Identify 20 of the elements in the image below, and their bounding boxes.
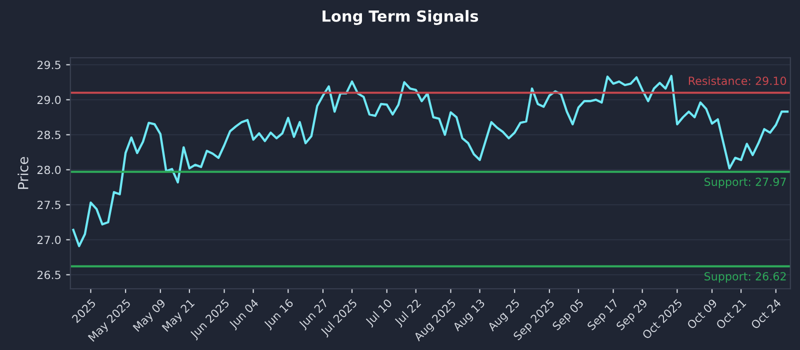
y-axis-title: Price: [18, 157, 28, 189]
y-tick-label: 26.5: [37, 270, 60, 280]
x-tick-label: Jul 22: [394, 298, 423, 328]
y-tick-label: 29.0: [37, 96, 61, 104]
x-tick-label: Jun 16: [263, 298, 296, 330]
ref-line-label: Support: 26.62: [704, 272, 786, 283]
y-tick-label: 28.0: [37, 166, 61, 174]
y-tick-label: 28.5: [37, 130, 60, 140]
y-tick-label: 27.5: [37, 200, 60, 210]
x-tick-label: Oct 09: [686, 298, 718, 330]
x-tick-label: Jun 04: [228, 298, 260, 330]
line-series: [72, 74, 789, 248]
y-tick-label: 27.0: [37, 236, 61, 244]
x-tick-label: Oct 24: [750, 298, 782, 330]
ref-line-label: Support: 27.97: [704, 178, 786, 188]
x-tick-label: Oct 21: [716, 298, 746, 330]
y-tick-label: 29.5: [37, 60, 60, 70]
x-tick-label: Jul 10: [364, 298, 394, 328]
ref-line-label: Resistance: 29.10: [688, 76, 786, 86]
chart-title: Long Term Signals: [322, 10, 478, 25]
